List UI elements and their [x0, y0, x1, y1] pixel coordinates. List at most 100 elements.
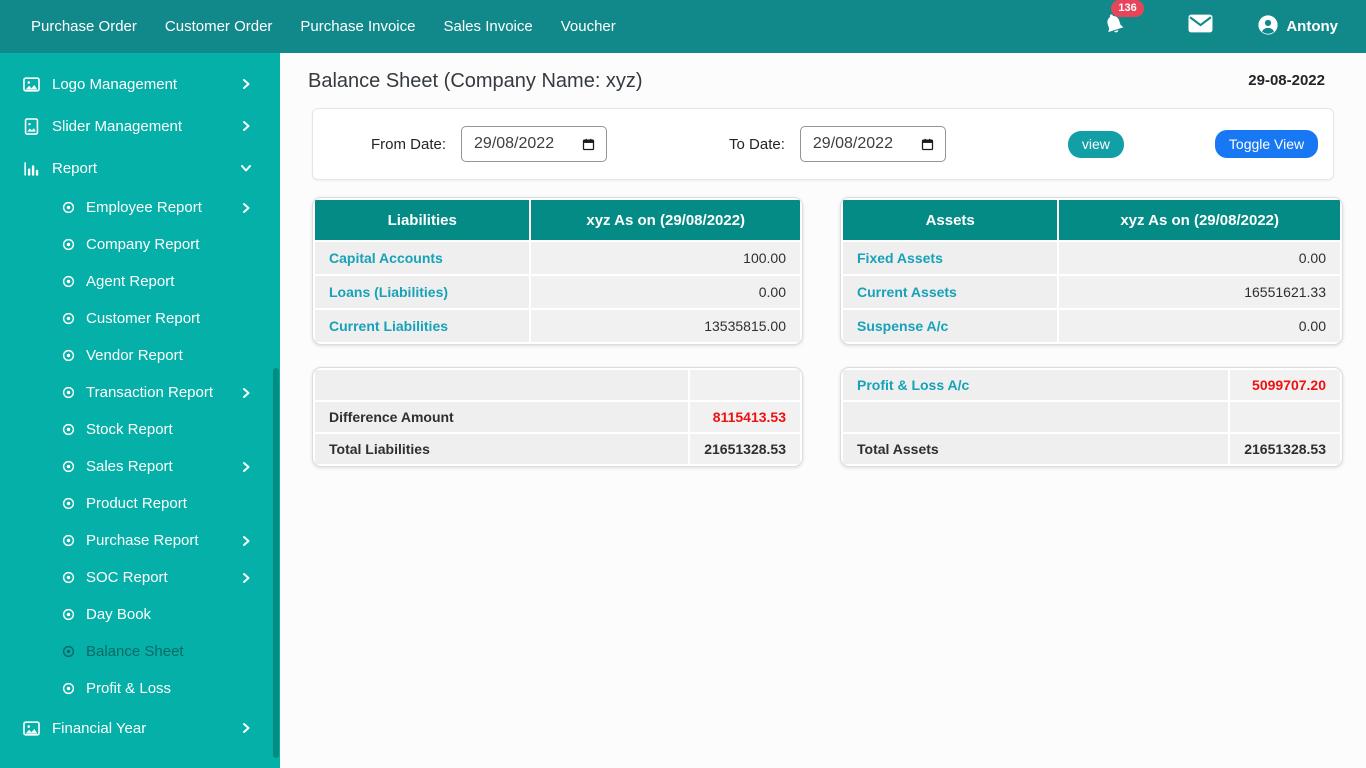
view-button[interactable]: view — [1067, 130, 1124, 158]
sidebar-item-label: Slider Management — [52, 117, 183, 135]
user-menu[interactable]: Antony — [1257, 14, 1338, 40]
dot-circle-icon — [62, 312, 75, 325]
sidebar-item-soc-report[interactable]: SOC Report — [0, 559, 280, 596]
summary-tables-row: Difference Amount 8115413.53 Total Liabili… — [312, 367, 1366, 467]
sidebar-item-customer-report[interactable]: Customer Report — [0, 300, 280, 337]
capital-accounts-cell: Capital Accounts — [315, 242, 530, 274]
dot-circle-icon — [62, 238, 75, 251]
nav-item-sales-invoice[interactable]: Sales Invoice — [443, 18, 533, 35]
dot-circle-icon — [62, 460, 75, 473]
navbar-right: 136 Antony — [1102, 0, 1338, 41]
from-date-label: From Date: — [371, 135, 447, 153]
nav-item-purchase-invoice[interactable]: Purchase Invoice — [300, 18, 416, 35]
total-liabilities-value: 21651328.53 — [690, 434, 800, 464]
nav-item-customer-order[interactable]: Customer Order — [164, 18, 273, 35]
file-image-icon — [22, 117, 41, 136]
to-date-input[interactable]: 29/08/2022 — [799, 126, 946, 162]
notification-count-badge: 136 — [1111, 0, 1144, 18]
sidebar-item-agent-report[interactable]: Agent Report — [0, 263, 280, 300]
messages-button[interactable] — [1188, 14, 1213, 39]
sidebar-item-label: Logo Management — [52, 75, 178, 93]
sidebar-item-slider-management[interactable]: Slider Management — [0, 105, 280, 147]
image-icon — [22, 719, 41, 738]
envelope-icon — [1188, 14, 1213, 39]
total-assets-value: 21651328.53 — [1230, 434, 1340, 464]
main-nav: Purchase Order Customer Order Purchase Inv… — [17, 18, 630, 35]
to-date-label: To Date: — [729, 135, 785, 153]
sidebar-item-label: Agent Report — [86, 273, 175, 290]
image-icon — [22, 75, 41, 94]
toggle-view-button[interactable]: Toggle View — [1214, 130, 1319, 158]
sidebar-item-product-report[interactable]: Product Report — [0, 485, 280, 522]
capital-accounts-value: 100.00 — [531, 242, 800, 274]
current-assets-cell: Current Assets — [843, 276, 1058, 308]
dot-circle-icon — [62, 386, 75, 399]
empty-cell — [315, 370, 689, 400]
notifications-button[interactable]: 136 — [1102, 0, 1144, 41]
chevron-right-icon — [240, 722, 252, 734]
profit-loss-a-c-link[interactable]: Profit & Loss A/c — [857, 377, 970, 393]
empty-cell — [1230, 402, 1340, 432]
current-liabilities-link[interactable]: Current Liabilities — [329, 318, 449, 334]
sidebar-item-employee-report[interactable]: Employee Report — [0, 189, 280, 226]
sidebar-item-vendor-report[interactable]: Vendor Report — [0, 337, 280, 374]
capital-accounts-link[interactable]: Capital Accounts — [329, 250, 443, 266]
sidebar-item-purchase-report[interactable]: Purchase Report — [0, 522, 280, 559]
assets-summary-table: Profit & Loss A/c 5099707.20 Total Assets… — [840, 367, 1343, 467]
total-liabilities-cell: Total Liabilities — [315, 434, 689, 464]
dot-circle-icon — [62, 201, 75, 214]
loans-liabilities-link[interactable]: Loans (Liabilities) — [329, 284, 449, 300]
sidebar-item-label: Profit & Loss — [86, 680, 172, 697]
table-row: Total Liabilities 21651328.53 — [315, 434, 800, 464]
nav-item-purchase-order[interactable]: Purchase Order — [31, 18, 137, 35]
table-row: Loans (Liabilities) 0.00 — [315, 276, 800, 308]
from-date-input[interactable]: 29/08/2022 — [461, 126, 608, 162]
sidebar-item-label: Balance Sheet — [86, 643, 184, 660]
chevron-right-icon — [240, 535, 252, 547]
total-liabilities-label: Total Liabilities — [329, 441, 430, 457]
balance-tables-row: Liabilities xyz As on (29/08/2022) Capital… — [312, 197, 1366, 345]
sidebar-item-financial-year[interactable]: Financial Year — [0, 707, 280, 749]
liabilities-table: Liabilities xyz As on (29/08/2022) Capital… — [312, 197, 803, 345]
sidebar-item-logo-management[interactable]: Logo Management — [0, 63, 280, 105]
sidebar-item-balance-sheet[interactable]: Balance Sheet — [0, 633, 280, 670]
suspense-a-c-link[interactable]: Suspense A/c — [857, 318, 949, 334]
sidebar-item-sales-report[interactable]: Sales Report — [0, 448, 280, 485]
sidebar-item-label: Product Report — [86, 495, 187, 512]
calendar-icon[interactable] — [920, 137, 935, 152]
dot-circle-icon — [62, 571, 75, 584]
sidebar-item-stock-report[interactable]: Stock Report — [0, 411, 280, 448]
sidebar-item-report[interactable]: Report — [0, 147, 280, 189]
sidebar-item-label: Vendor Report — [86, 347, 183, 364]
profit-loss-a-c-cell: Profit & Loss A/c — [843, 370, 1229, 400]
top-navbar: Purchase Order Customer Order Purchase Inv… — [0, 0, 1366, 53]
current-assets-link[interactable]: Current Assets — [857, 284, 957, 300]
table-row: Profit & Loss A/c 5099707.20 — [843, 370, 1340, 400]
total-assets-cell: Total Assets — [843, 434, 1229, 464]
dot-circle-icon — [62, 349, 75, 362]
chevron-right-icon — [240, 78, 252, 90]
sidebar-item-transaction-report[interactable]: Transaction Report — [0, 374, 280, 411]
table-header: xyz As on (29/08/2022) — [1059, 200, 1340, 240]
to-date-value: 29/08/2022 — [812, 135, 893, 152]
table-row: Suspense A/c 0.00 — [843, 310, 1340, 342]
calendar-icon[interactable] — [581, 137, 596, 152]
table-row — [315, 370, 800, 400]
sidebar-item-label: Customer Report — [86, 310, 201, 327]
empty-cell — [843, 402, 1229, 432]
dot-circle-icon — [62, 645, 75, 658]
sidebar-item-label: Stock Report — [86, 421, 173, 438]
table-header: Liabilities — [315, 200, 530, 240]
bar-chart-icon — [22, 159, 41, 178]
fixed-assets-link[interactable]: Fixed Assets — [857, 250, 943, 266]
page-title: Balance Sheet (Company Name: xyz) — [308, 70, 643, 92]
nav-item-voucher[interactable]: Voucher — [560, 18, 616, 35]
dot-circle-icon — [62, 275, 75, 288]
sidebar-item-day-book[interactable]: Day Book — [0, 596, 280, 633]
table-row: Difference Amount 8115413.53 — [315, 402, 800, 432]
sidebar-item-company-report[interactable]: Company Report — [0, 226, 280, 263]
sidebar-item-profit-loss[interactable]: Profit & Loss — [0, 670, 280, 707]
sidebar-scrollbar[interactable] — [273, 368, 279, 758]
table-row: Current Assets 16551621.33 — [843, 276, 1340, 308]
main-content: Balance Sheet (Company Name: xyz) 29-08-… — [280, 53, 1366, 768]
